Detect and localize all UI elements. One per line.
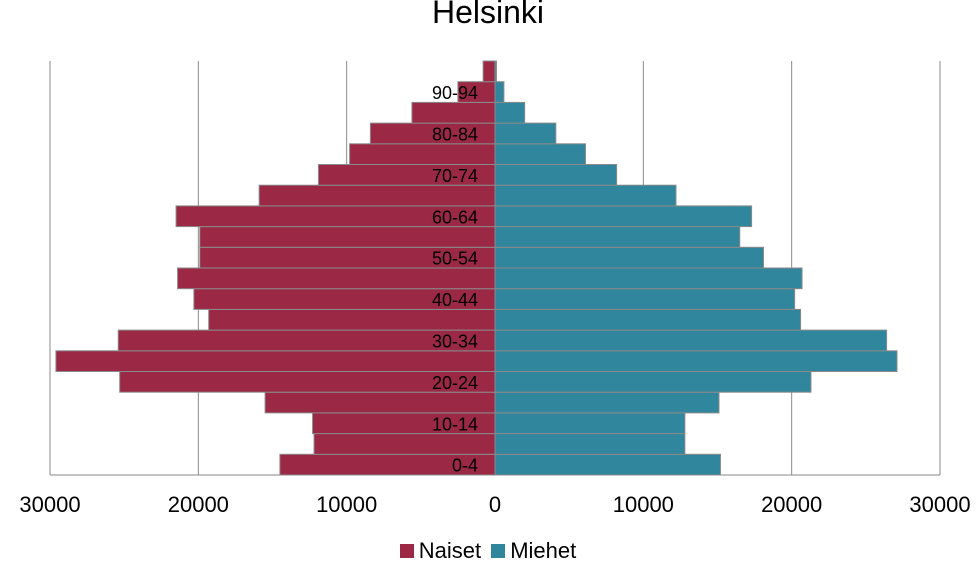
miehet-bar: [494, 433, 686, 455]
naiset-bar: [264, 391, 496, 414]
miehet-bar: [494, 308, 802, 331]
legend-swatch-naiset: [399, 544, 414, 558]
miehet-bar: [494, 81, 505, 103]
x-tick-label: 10000: [316, 492, 377, 517]
miehet-bar: [494, 412, 686, 435]
miehet-bar: [494, 184, 677, 207]
miehet-bar: [494, 164, 618, 186]
miehet-bar: [494, 122, 557, 145]
naiset-bar: [208, 308, 496, 331]
x-tick-label: 30000: [909, 492, 970, 517]
naiset-bar: [313, 433, 496, 455]
category-label: 10-14: [432, 414, 478, 434]
category-label: 90-94: [432, 83, 478, 103]
category-label: 30-34: [432, 331, 478, 351]
x-tick-label: 10000: [613, 492, 674, 517]
miehet-bar: [494, 391, 720, 414]
naiset-bar: [55, 350, 496, 372]
category-label: 60-64: [432, 207, 478, 227]
chart-title: Helsinki: [431, 0, 545, 30]
category-label: 20-24: [432, 373, 478, 393]
miehet-bar: [494, 288, 796, 310]
miehet-bar: [494, 246, 764, 269]
miehet-bar: [494, 226, 741, 248]
x-tick-label: 20000: [168, 492, 229, 517]
miehet-bar: [494, 60, 497, 83]
miehet-bar: [494, 205, 753, 228]
naiset-bar: [177, 267, 496, 290]
legend-label-naiset: Naiset: [418, 538, 482, 563]
miehet-bar: [494, 143, 586, 166]
legend-item-miehet: Miehet: [491, 537, 576, 565]
miehet-bar: [494, 267, 803, 290]
miehet-bar: [494, 453, 721, 476]
category-label: 80-84: [432, 124, 478, 144]
x-tick-label: 20000: [761, 492, 822, 517]
naiset-bar: [482, 60, 496, 83]
naiset-bar: [258, 184, 496, 207]
miehet-bar: [494, 350, 898, 372]
category-label: 40-44: [432, 290, 478, 310]
naiset-bar: [411, 101, 496, 124]
category-label: 70-74: [432, 166, 478, 186]
legend-swatch-miehet: [491, 544, 506, 558]
legend: Naiset Miehet: [0, 537, 976, 565]
legend-label-miehet: Miehet: [510, 538, 577, 563]
category-label: 0-4: [452, 456, 478, 476]
x-tick-label: 30000: [19, 492, 80, 517]
legend-item-naiset: Naiset: [399, 537, 482, 565]
category-label: 50-54: [432, 249, 478, 269]
naiset-bar: [199, 226, 496, 248]
naiset-bar: [349, 143, 496, 166]
miehet-bar: [494, 371, 812, 393]
x-tick-label: 0: [489, 492, 501, 517]
miehet-bar: [494, 101, 526, 124]
miehet-bar: [494, 329, 888, 352]
